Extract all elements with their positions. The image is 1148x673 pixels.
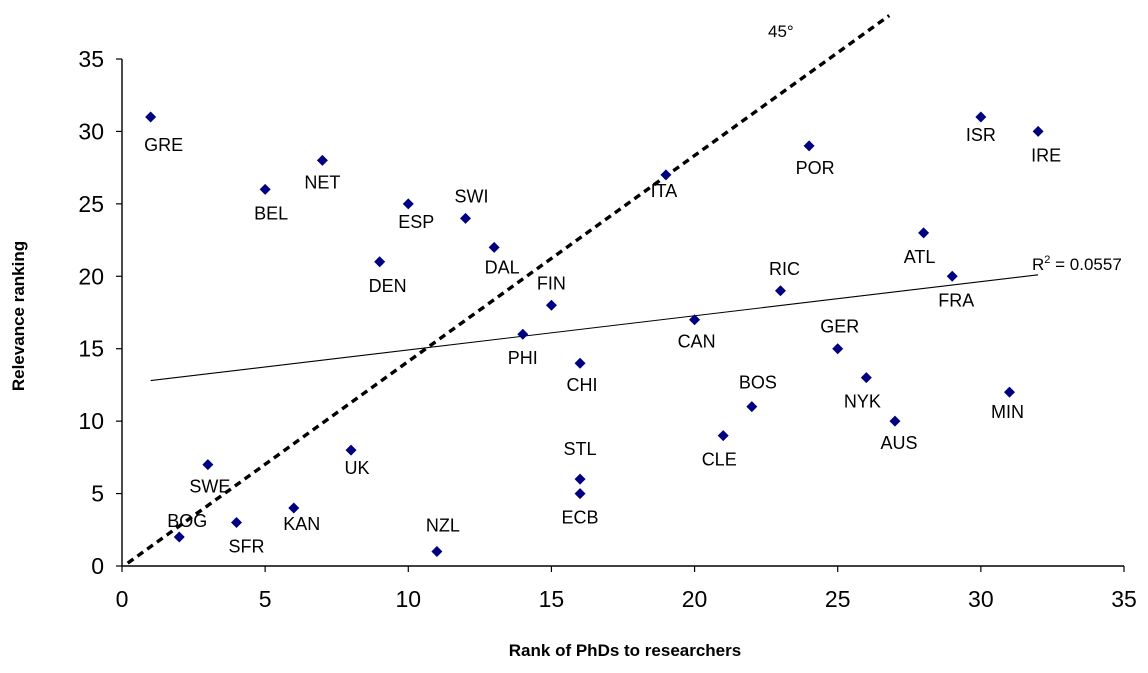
y-tick-label: 0 bbox=[91, 553, 104, 579]
point-label-swe: SWE bbox=[189, 477, 230, 497]
x-tick-label: 20 bbox=[682, 586, 708, 612]
point-label-ecb: ECB bbox=[562, 508, 599, 528]
x-tick-label: 35 bbox=[1111, 586, 1137, 612]
point-marker-bog bbox=[173, 531, 185, 543]
x-tick-label: 15 bbox=[539, 586, 565, 612]
y-axis-title: Relevance ranking bbox=[9, 241, 28, 391]
point-label-nyk: NYK bbox=[844, 392, 881, 412]
point-marker-chi bbox=[574, 357, 586, 369]
point-marker-nyk bbox=[860, 372, 872, 384]
point-label-bog: BOG bbox=[167, 511, 207, 531]
point-marker-sfr bbox=[231, 517, 243, 529]
x-tick-label: 25 bbox=[825, 586, 851, 612]
point-marker-can bbox=[689, 314, 701, 326]
point-marker-min bbox=[1003, 386, 1015, 398]
point-label-can: CAN bbox=[678, 332, 716, 352]
x-tick-label: 0 bbox=[116, 586, 129, 612]
point-label-fra: FRA bbox=[938, 290, 974, 310]
point-marker-ire bbox=[1032, 125, 1044, 137]
point-label-bel: BEL bbox=[254, 203, 288, 223]
point-label-ire: IRE bbox=[1031, 145, 1061, 165]
point-marker-gre bbox=[145, 111, 157, 123]
point-label-atl: ATL bbox=[904, 247, 936, 267]
point-label-chi: CHI bbox=[567, 375, 598, 395]
point-marker-nzl bbox=[431, 546, 443, 558]
point-marker-phi bbox=[517, 328, 529, 340]
point-marker-aus bbox=[889, 415, 901, 427]
point-marker-bel bbox=[259, 183, 271, 195]
point-marker-uk bbox=[345, 444, 357, 456]
point-marker-swe bbox=[202, 459, 214, 471]
point-label-aus: AUS bbox=[880, 433, 917, 453]
point-label-cle: CLE bbox=[702, 450, 737, 470]
point-label-isr: ISR bbox=[966, 125, 996, 145]
point-label-nzl: NZL bbox=[426, 516, 460, 536]
point-label-dal: DAL bbox=[485, 257, 520, 277]
point-marker-ger bbox=[832, 343, 844, 355]
point-marker-dal bbox=[488, 241, 500, 253]
point-label-uk: UK bbox=[345, 458, 370, 478]
point-label-fin: FIN bbox=[537, 273, 566, 293]
point-marker-stl bbox=[574, 473, 586, 485]
point-label-net: NET bbox=[304, 172, 340, 192]
point-marker-atl bbox=[918, 227, 930, 239]
point-label-gre: GRE bbox=[144, 135, 183, 155]
point-marker-fin bbox=[545, 299, 557, 311]
point-label-ita: ITA bbox=[651, 181, 678, 201]
diagonal-45-line bbox=[126, 14, 891, 565]
x-tick-label: 30 bbox=[968, 586, 994, 612]
y-tick-label: 25 bbox=[78, 191, 104, 217]
y-tick-label: 5 bbox=[91, 481, 104, 507]
point-marker-den bbox=[374, 256, 386, 268]
axes: 0 5 10 15 20 25 30 35 0 5 10 15 20 25 30 35 bbox=[78, 46, 1136, 612]
point-marker-isr bbox=[975, 111, 987, 123]
point-marker-ecb bbox=[574, 488, 586, 500]
point-label-ric: RIC bbox=[769, 259, 800, 279]
y-tick-label: 30 bbox=[78, 118, 104, 144]
x-axis-title: Rank of PhDs to researchers bbox=[509, 641, 741, 660]
point-marker-net bbox=[316, 154, 328, 166]
trend-line bbox=[150, 274, 1039, 382]
y-tick-label: 35 bbox=[78, 46, 104, 72]
point-marker-ita bbox=[660, 169, 672, 181]
y-tick-label: 20 bbox=[78, 263, 104, 289]
reference-lines bbox=[126, 14, 1039, 565]
point-label-phi: PHI bbox=[508, 348, 538, 368]
data-points bbox=[145, 111, 1044, 558]
y-tick-label: 10 bbox=[78, 408, 104, 434]
point-marker-cle bbox=[717, 430, 729, 442]
point-label-esp: ESP bbox=[398, 212, 434, 232]
point-label-bos: BOS bbox=[739, 373, 777, 393]
point-label-ger: GER bbox=[820, 317, 859, 337]
r-squared-label: R2 = 0.0557 bbox=[1032, 254, 1122, 274]
point-label-stl: STL bbox=[564, 439, 597, 459]
point-marker-por bbox=[803, 140, 815, 152]
point-marker-ric bbox=[774, 285, 786, 297]
point-label-sfr: SFR bbox=[229, 537, 265, 557]
point-marker-esp bbox=[402, 198, 414, 210]
point-marker-kan bbox=[288, 502, 300, 514]
point-label-den: DEN bbox=[369, 276, 407, 296]
y-tick-label: 15 bbox=[78, 336, 104, 362]
point-labels: GRE BOG SWE SFR BEL KAN NET UK DEN ESP NZL SWI DAL PH… bbox=[144, 125, 1061, 557]
point-label-swi: SWI bbox=[455, 186, 489, 206]
diagonal-label: 45° bbox=[768, 22, 794, 41]
point-label-kan: KAN bbox=[283, 514, 320, 534]
x-tick-label: 10 bbox=[395, 586, 421, 612]
point-marker-bos bbox=[746, 401, 758, 413]
point-label-por: POR bbox=[796, 158, 835, 178]
point-marker-swi bbox=[460, 212, 472, 224]
x-tick-label: 5 bbox=[259, 586, 272, 612]
point-label-min: MIN bbox=[991, 402, 1024, 422]
point-marker-fra bbox=[946, 270, 958, 282]
